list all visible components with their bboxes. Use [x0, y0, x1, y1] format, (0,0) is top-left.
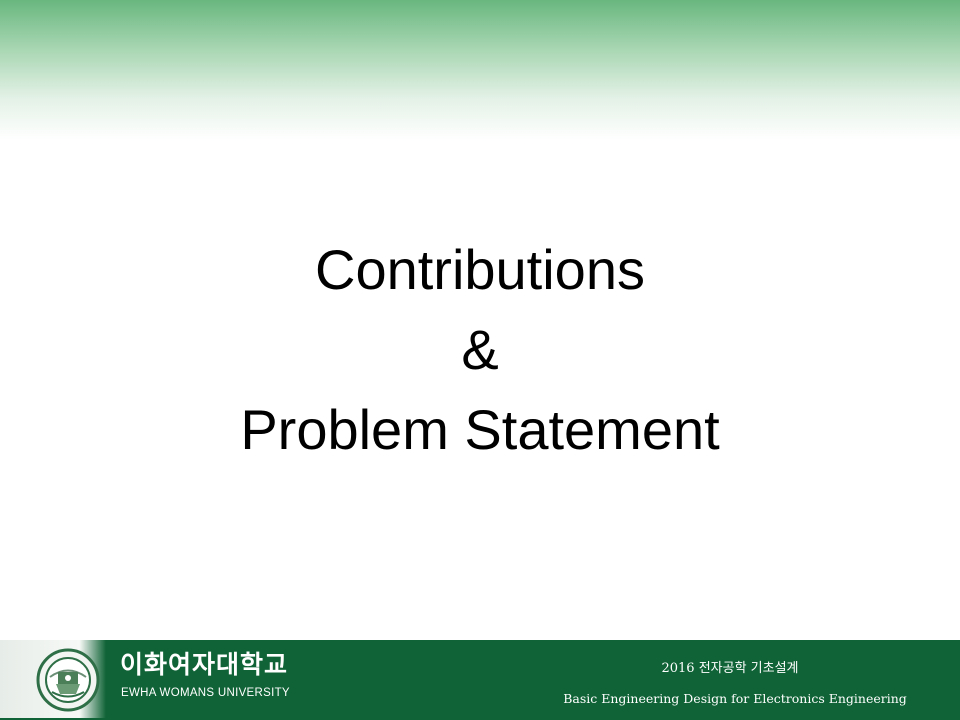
slide-title: Contributions & Problem Statement — [0, 230, 960, 470]
footer-bar — [0, 640, 960, 720]
header-gradient-band — [0, 0, 960, 140]
course-title-en: Basic Engineering Design for Electronics… — [563, 691, 907, 706]
ewha-university-seal-icon — [36, 648, 100, 712]
university-name-ko: 이화여자대학교 — [120, 650, 289, 679]
title-line-ampersand: & — [461, 318, 499, 381]
title-line-contributions: Contributions — [315, 238, 645, 301]
title-line-problem-statement: Problem Statement — [240, 398, 720, 461]
course-title-ko: 2016 전자공학 기초설계 — [661, 661, 799, 676]
university-name-en: EWHA WOMANS UNIVERSITY — [121, 687, 290, 699]
